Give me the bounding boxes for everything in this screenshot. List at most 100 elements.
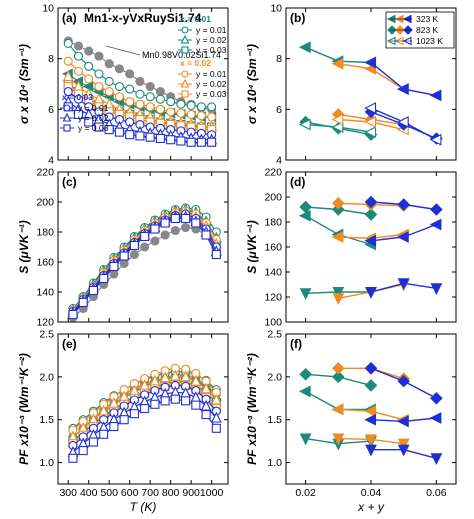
plot-area (67, 363, 222, 463)
data-point (155, 87, 165, 97)
data-point (166, 135, 176, 145)
data-point (145, 102, 155, 112)
data-point (364, 208, 378, 221)
axes-frame (57, 171, 229, 323)
series-1 (68, 222, 221, 322)
data-point (73, 109, 84, 119)
data-point (181, 90, 189, 98)
legend-entry: y = 0.01 (196, 69, 227, 79)
annotation: Mn0.98V0.02Si1.74 (142, 50, 221, 60)
data-point (119, 251, 129, 261)
data-point (397, 438, 410, 451)
data-point (331, 57, 344, 70)
data-point (298, 385, 311, 398)
data-point (332, 286, 345, 299)
data-point (88, 437, 98, 447)
x-tick-label: 800 (162, 487, 180, 499)
data-point (397, 444, 410, 457)
series-10 (68, 394, 221, 463)
data-point (180, 78, 190, 88)
data-point (63, 38, 73, 49)
y-tick-label: 160 (36, 257, 54, 269)
series-1 (298, 200, 378, 300)
data-point (429, 133, 442, 146)
series-10 (68, 213, 221, 320)
data-point (365, 434, 377, 447)
data-point (129, 249, 139, 260)
data-point (332, 362, 345, 375)
legend-entry: 1023 K (416, 36, 443, 46)
data-point (155, 104, 165, 114)
data-point (176, 99, 186, 109)
data-point (364, 102, 377, 114)
data-point (109, 269, 119, 279)
data-point (68, 453, 78, 463)
data-point (331, 231, 344, 243)
data-point (140, 242, 150, 252)
annotation-arrow (105, 45, 141, 56)
data-point (135, 131, 145, 141)
series-7 (63, 81, 217, 135)
data-point (63, 56, 73, 66)
y-tick-label: 220 (264, 167, 282, 179)
data-point (155, 94, 165, 104)
legend-entry: y = 0.03 (196, 89, 227, 99)
data-point (207, 112, 217, 122)
data-point (129, 409, 139, 419)
x-tick-label: 400 (80, 487, 98, 499)
data-point (94, 69, 104, 79)
legend-entry: y = 0.02 (196, 79, 227, 89)
x-tick-label: 700 (141, 487, 159, 499)
data-point (364, 195, 378, 209)
data-point (94, 51, 104, 61)
legend-entry: y = 0.02 (78, 113, 109, 123)
data-point (170, 394, 180, 404)
data-point (196, 137, 206, 147)
data-point (176, 136, 186, 146)
data-point (109, 261, 119, 272)
data-point (125, 84, 135, 94)
panel-e: 300 400 500 600 700 800 900 1000 1.0 1.5 2.0 2.5 PF … (17, 329, 229, 514)
data-point (78, 446, 88, 456)
plot-area (298, 41, 443, 146)
data-point (114, 92, 124, 102)
legend-entry: 323 K (416, 14, 439, 24)
data-point (99, 429, 109, 439)
data-point (429, 89, 442, 102)
data-point (200, 382, 212, 394)
data-point (332, 370, 345, 384)
data-point (332, 196, 345, 210)
x-tick-label: 500 (100, 487, 118, 499)
data-point (119, 258, 129, 269)
data-point (180, 34, 190, 44)
y-tick-label: 4 (48, 155, 54, 167)
data-point (430, 203, 443, 216)
y-tick-label: 2.0 (39, 371, 54, 383)
data-point (181, 70, 189, 78)
data-point (211, 249, 221, 260)
data-point (84, 46, 94, 56)
data-point (150, 399, 160, 409)
y-axis-label: σ x 10⁴ (Sm⁻¹) (17, 44, 31, 124)
data-point (186, 109, 196, 119)
data-point (365, 444, 377, 457)
series-2 (63, 38, 217, 112)
data-point (396, 231, 409, 243)
panel-label: (c) (62, 175, 77, 189)
data-point (160, 396, 170, 406)
data-point (299, 368, 312, 381)
data-point (84, 117, 94, 127)
data-point (119, 415, 129, 425)
data-point (196, 102, 206, 112)
data-point (396, 116, 409, 128)
data-point (429, 412, 442, 424)
data-point (145, 132, 155, 142)
data-point (114, 81, 124, 92)
data-point (364, 234, 377, 247)
data-point (145, 92, 155, 102)
data-point (78, 297, 88, 308)
y-tick-label: 4 (276, 155, 282, 167)
data-point (129, 240, 139, 251)
data-point (298, 41, 311, 54)
x-tick-label: 0.04 (361, 487, 382, 499)
